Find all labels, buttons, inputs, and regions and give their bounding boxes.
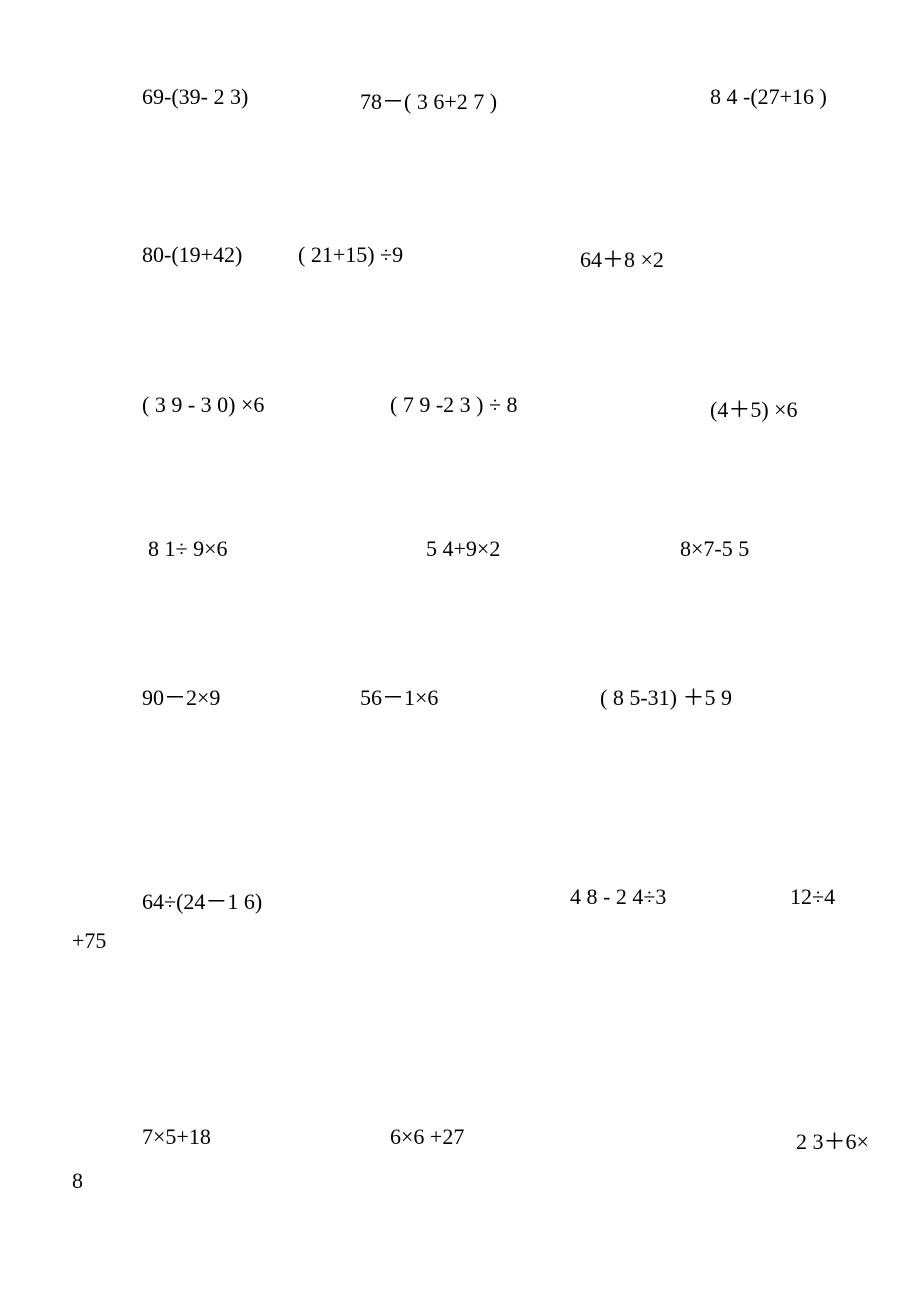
math-expression: 90－2×9 (142, 680, 220, 712)
worksheet-page: 69-(39- 2 3) 78－( 3 6+2 7 ) 8 4 -(27+16 … (0, 0, 920, 1302)
math-expression: 78－( 3 6+2 7 ) (360, 84, 497, 116)
math-expression: ( 8 5-31) ＋5 9 (600, 680, 732, 712)
math-expression: 8 4 -(27+16 ) (710, 84, 827, 110)
math-expression-continuation: +75 (72, 928, 106, 954)
math-expression: ( 7 9 -2 3 ) ÷ 8 (390, 392, 518, 418)
math-expression: ( 3 9 - 3 0) ×6 (142, 392, 264, 418)
math-expression-continuation: 8 (72, 1168, 83, 1194)
math-expression: 56－1×6 (360, 680, 438, 712)
math-expression: ( 21+15) ÷9 (298, 242, 403, 268)
math-expression: 2 3＋6× (796, 1124, 869, 1156)
math-expression: 5 4+9×2 (426, 536, 500, 562)
math-expression: 12÷4 (790, 884, 835, 910)
math-expression: 8×7-5 5 (680, 536, 749, 562)
math-expression: 7×5+18 (142, 1124, 211, 1150)
math-expression: 6×6 +27 (390, 1124, 464, 1150)
math-expression: (4＋5) ×6 (710, 392, 798, 424)
math-expression: 64÷(24－1 6) (142, 884, 262, 916)
math-expression: 69-(39- 2 3) (142, 84, 248, 110)
math-expression: 4 8 - 2 4÷3 (570, 884, 666, 910)
math-expression: 80-(19+42) (142, 242, 242, 268)
math-expression: 8 1÷ 9×6 (148, 536, 227, 562)
math-expression: 64＋8 ×2 (580, 242, 664, 274)
